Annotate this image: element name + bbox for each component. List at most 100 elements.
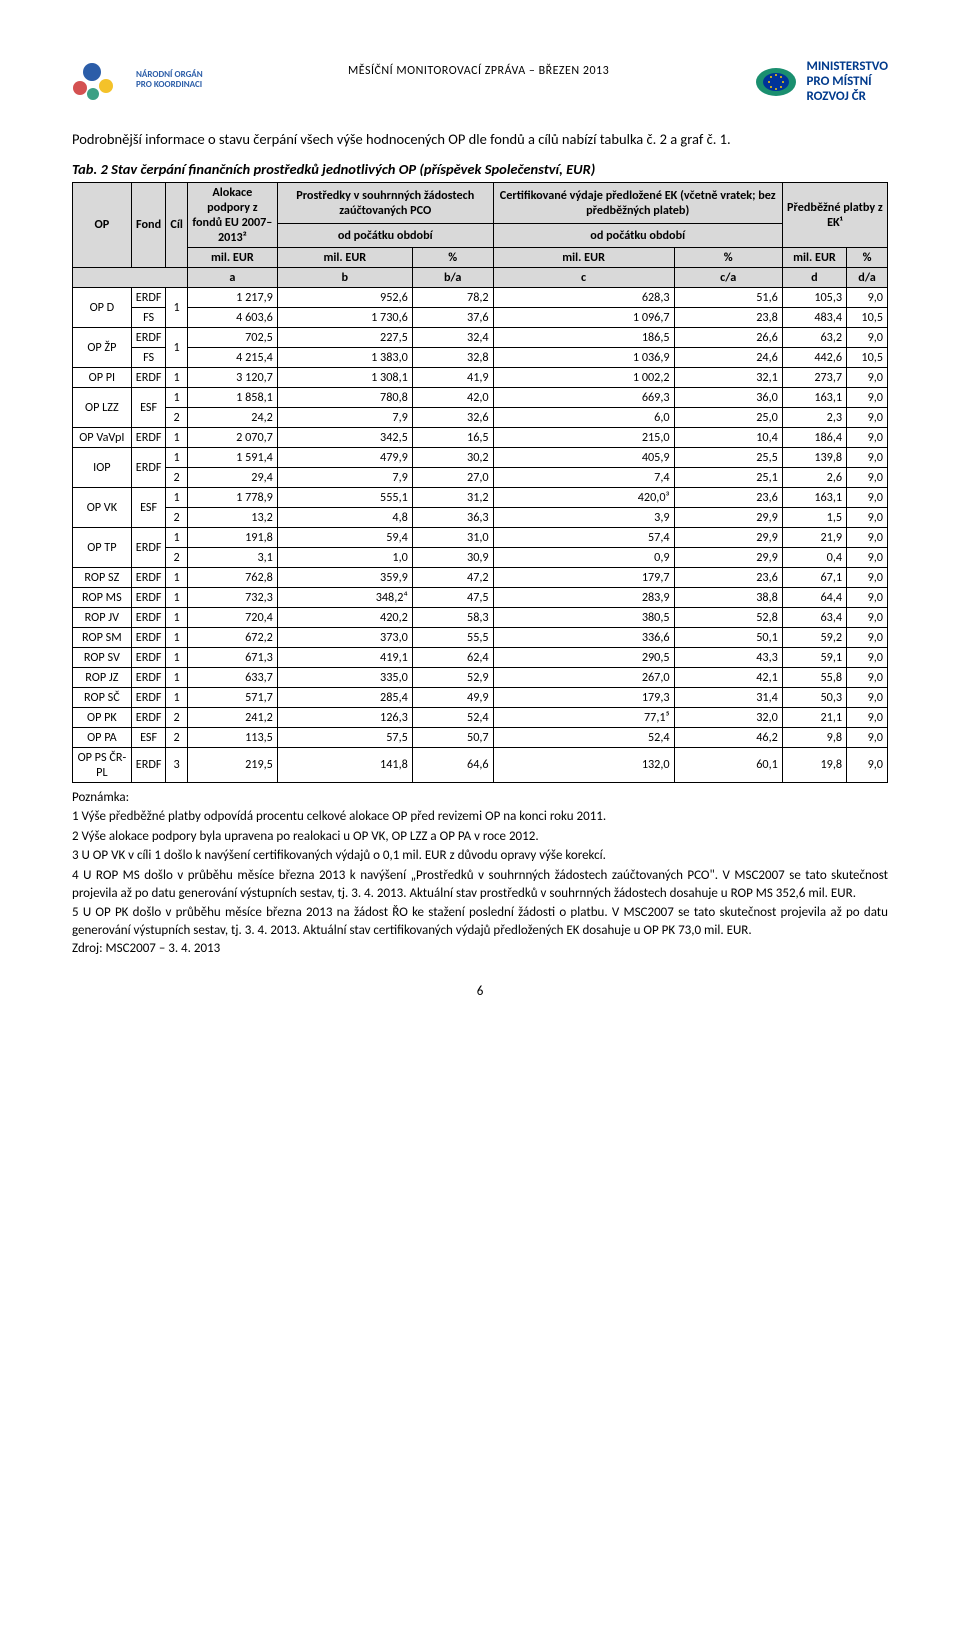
cell-a: 1 778,9 — [187, 487, 277, 507]
logo-left: NÁRODNÍ ORGÁN PRO KOORDINACI — [72, 60, 203, 100]
cell-fond: ESF — [131, 387, 166, 427]
cell-fond: ESF — [131, 727, 166, 747]
cell-b: 1 383,0 — [277, 347, 412, 367]
cell-d: 59,1 — [782, 647, 846, 667]
table-row: OP TPERDF1191,859,431,057,429,921,99,0 — [73, 527, 888, 547]
cell-ba: 27,0 — [412, 467, 493, 487]
cell-d: 19,8 — [782, 747, 846, 782]
table-row: OP DERDF11 217,9952,678,2628,351,6105,39… — [73, 287, 888, 307]
cell-op: ROP SČ — [73, 687, 132, 707]
cell-op: OP PK — [73, 707, 132, 727]
cell-ba: 64,6 — [412, 747, 493, 782]
cell-c: 186,5 — [493, 327, 674, 347]
cell-c: 267,0 — [493, 667, 674, 687]
cell-ba: 42,0 — [412, 387, 493, 407]
cell-fond: ERDF — [131, 327, 166, 347]
cell-fond: ERDF — [131, 527, 166, 567]
cell-b: 141,8 — [277, 747, 412, 782]
cell-cil: 2 — [166, 407, 187, 427]
logo-right: MINISTERSTVO PRO MÍSTNÍ ROZVOJ ČR — [754, 60, 888, 105]
cell-op: OP PA — [73, 727, 132, 747]
cell-da: 9,0 — [847, 367, 888, 387]
th-u-c: mil. EUR — [493, 247, 674, 267]
page-header: NÁRODNÍ ORGÁN PRO KOORDINACI MĚSÍČNÍ MON… — [72, 60, 888, 105]
cell-op: OP TP — [73, 527, 132, 567]
table-row: 213,24,836,33,929,91,59,0 — [73, 507, 888, 527]
cell-fond: ERDF — [131, 747, 166, 782]
cell-a: 13,2 — [187, 507, 277, 527]
cell-op: OP VaVpI — [73, 427, 132, 447]
cell-ba: 41,9 — [412, 367, 493, 387]
cell-da: 9,0 — [847, 447, 888, 467]
cell-da: 9,0 — [847, 647, 888, 667]
cell-b: 419,1 — [277, 647, 412, 667]
cell-da: 9,0 — [847, 487, 888, 507]
th-od1: od počátku období — [277, 224, 493, 248]
cell-op: ROP JV — [73, 607, 132, 627]
cell-c: 52,4 — [493, 727, 674, 747]
cell-cil: 2 — [166, 467, 187, 487]
cell-c: 1 096,7 — [493, 307, 674, 327]
table-row: ROP SVERDF1671,3419,162,4290,543,359,19,… — [73, 647, 888, 667]
notes-heading: Poznámka: — [72, 789, 888, 807]
cell-a: 3,1 — [187, 547, 277, 567]
table-row: OP LZZESF11 858,1780,842,0669,336,0163,1… — [73, 387, 888, 407]
th-u-a: mil. EUR — [187, 247, 277, 267]
th-od2: od počátku období — [493, 224, 782, 248]
cell-b: 7,9 — [277, 467, 412, 487]
cell-da: 9,0 — [847, 627, 888, 647]
cell-da: 9,0 — [847, 587, 888, 607]
cell-cil: 1 — [166, 487, 187, 507]
cell-ca: 24,6 — [674, 347, 782, 367]
cell-d: 0,4 — [782, 547, 846, 567]
th-u-da: % — [847, 247, 888, 267]
cell-ca: 25,5 — [674, 447, 782, 467]
cell-b: 342,5 — [277, 427, 412, 447]
cell-c: 3,9 — [493, 507, 674, 527]
cell-a: 219,5 — [187, 747, 277, 782]
th-c: c — [493, 267, 674, 287]
table-row: ROP SZERDF1762,8359,947,2179,723,667,19,… — [73, 567, 888, 587]
note-4: 4 U ROP MS došlo v průběhu měsíce března… — [72, 867, 888, 902]
cell-da: 9,0 — [847, 327, 888, 347]
cell-cil: 1 — [166, 607, 187, 627]
cell-cil: 1 — [166, 587, 187, 607]
cell-b: 59,4 — [277, 527, 412, 547]
cell-da: 9,0 — [847, 607, 888, 627]
cell-a: 1 217,9 — [187, 287, 277, 307]
cell-b: 555,1 — [277, 487, 412, 507]
table-body: OP DERDF11 217,9952,678,2628,351,6105,39… — [73, 287, 888, 782]
cell-fond: FS — [131, 347, 166, 367]
table-row: OP PS ČR-PLERDF3219,5141,864,6132,060,11… — [73, 747, 888, 782]
cell-cil: 3 — [166, 747, 187, 782]
cell-b: 7,9 — [277, 407, 412, 427]
cell-da: 9,0 — [847, 687, 888, 707]
cell-da: 9,0 — [847, 427, 888, 447]
cell-b: 1 730,6 — [277, 307, 412, 327]
cell-b: 373,0 — [277, 627, 412, 647]
page-number: 6 — [72, 984, 888, 999]
table-row: FS4 603,61 730,637,61 096,723,8483,410,5 — [73, 307, 888, 327]
cell-cil: 2 — [166, 727, 187, 747]
cell-c: 57,4 — [493, 527, 674, 547]
cell-op: OP ŽP — [73, 327, 132, 367]
cell-d: 59,2 — [782, 627, 846, 647]
cell-c: 132,0 — [493, 747, 674, 782]
cell-op: ROP SZ — [73, 567, 132, 587]
table-caption: Tab. 2 Stav čerpání finančních prostředk… — [72, 160, 888, 178]
cell-ca: 23,6 — [674, 567, 782, 587]
cell-a: 4 603,6 — [187, 307, 277, 327]
cell-op: ROP MS — [73, 587, 132, 607]
cell-fond: ERDF — [131, 587, 166, 607]
table-row: OP ŽPERDF1702,5227,532,4186,526,663,29,0 — [73, 327, 888, 347]
cell-c: 1 002,2 — [493, 367, 674, 387]
cell-ca: 31,4 — [674, 687, 782, 707]
cell-fond: ERDF — [131, 607, 166, 627]
cell-op: ROP JZ — [73, 667, 132, 687]
coordination-logo-icon — [72, 60, 128, 100]
th-cert: Certifikované výdaje předložené EK (včet… — [493, 182, 782, 223]
cell-c: 336,6 — [493, 627, 674, 647]
cell-ca: 32,1 — [674, 367, 782, 387]
cell-fond: ESF — [131, 487, 166, 527]
cell-b: 348,2⁴ — [277, 587, 412, 607]
